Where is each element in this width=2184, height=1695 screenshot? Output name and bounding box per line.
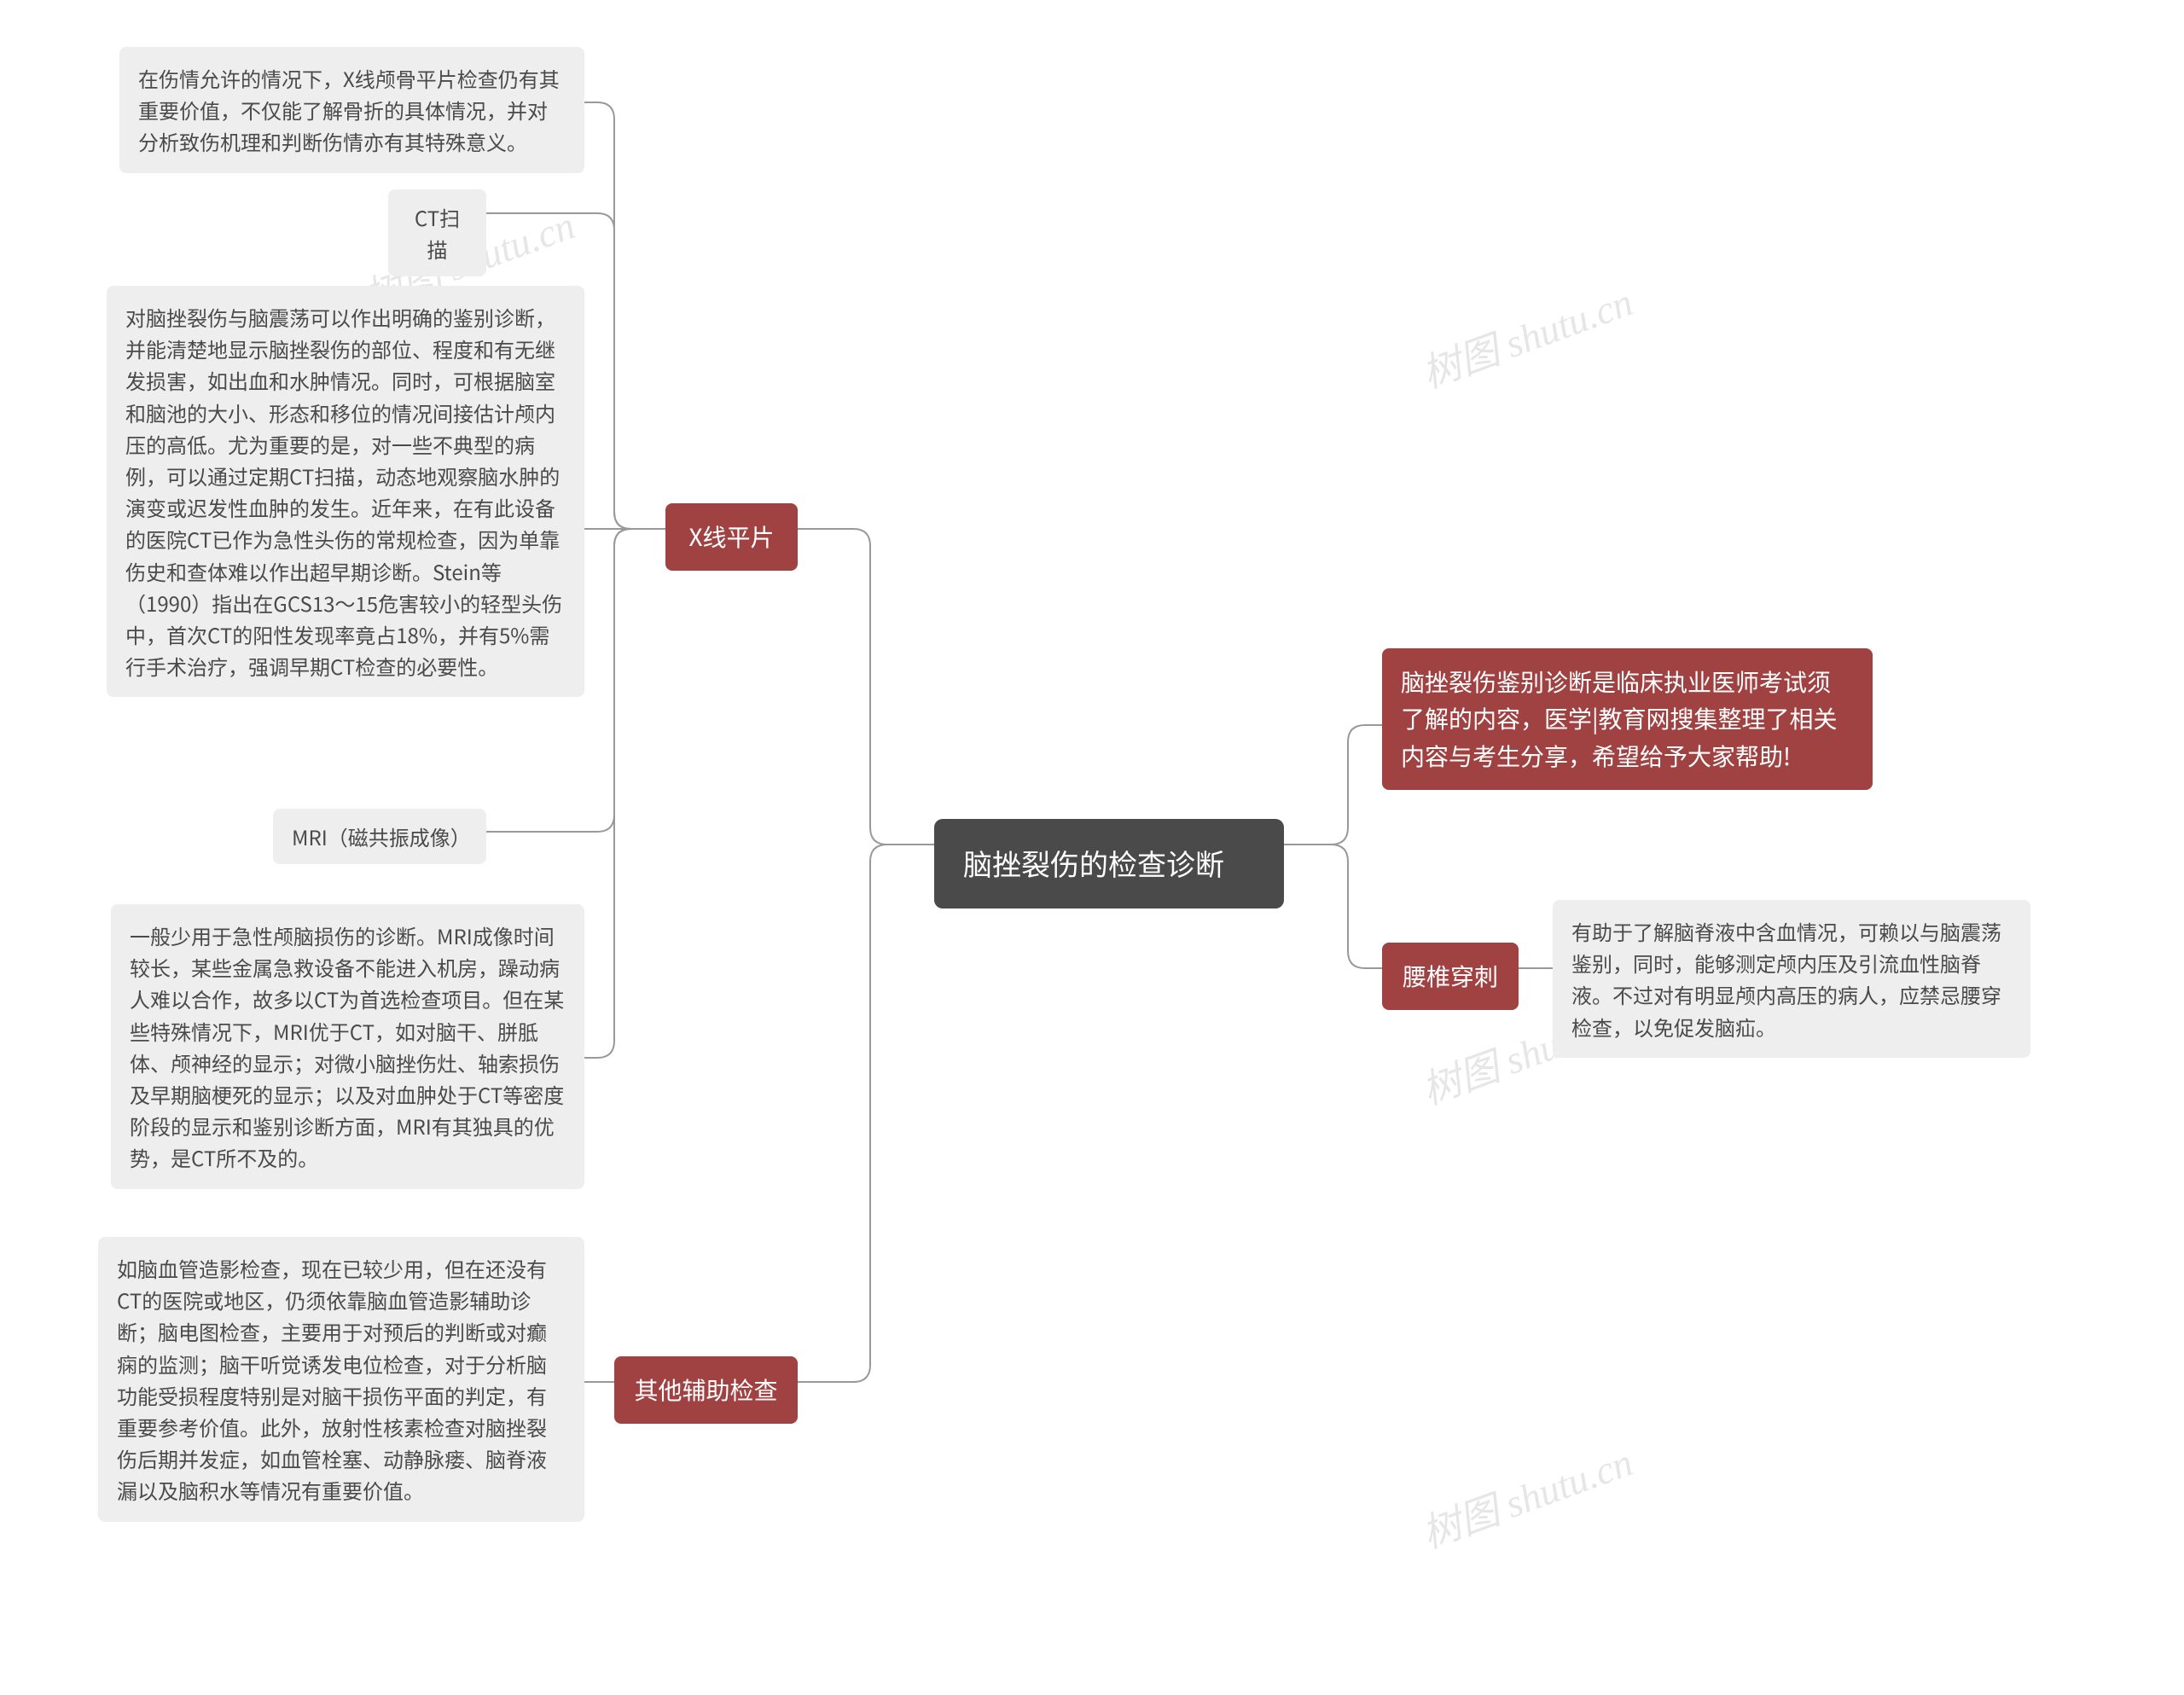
mri-label[interactable]: MRI（磁共振成像） xyxy=(273,809,486,864)
lumbar-desc-text: 有助于了解脑脊液中含血情况，可赖以与脑震荡鉴别，同时，能够测定颅内压及引流血性脑… xyxy=(1571,916,2001,1042)
mri-desc: 一般少用于急性颅脑损伤的诊断。MRI成像时间较长，某些金属急救设备不能进入机房，… xyxy=(111,904,584,1189)
intro-text: 脑挫裂伤鉴别诊断是临床执业医师考试须了解的内容，医学|教育网搜集整理了相关内容与… xyxy=(1401,665,1838,773)
ct-label[interactable]: CT扫描 xyxy=(388,189,486,276)
xray-node[interactable]: X线平片 xyxy=(665,503,798,571)
xray-note-text: 在伤情允许的情况下，X线颅骨平片检查仍有其重要价值，不仅能了解骨折的具体情况，并… xyxy=(138,63,560,156)
xray-note: 在伤情允许的情况下，X线颅骨平片检查仍有其重要价值，不仅能了解骨折的具体情况，并… xyxy=(119,47,584,173)
root-label: 脑挫裂伤的检查诊断 xyxy=(963,842,1224,884)
watermark: 树图 shutu.cn xyxy=(1413,271,1639,399)
mri-desc-text: 一般少用于急性颅脑损伤的诊断。MRI成像时间较长，某些金属急救设备不能进入机房，… xyxy=(130,920,564,1172)
xray-label: X线平片 xyxy=(688,520,774,554)
mri-label-text: MRI（磁共振成像） xyxy=(292,821,471,851)
lumbar-label: 腰椎穿刺 xyxy=(1403,959,1498,993)
lumbar-desc: 有助于了解脑脊液中含血情况，可赖以与脑震荡鉴别，同时，能够测定颅内压及引流血性脑… xyxy=(1553,900,2030,1058)
other-node[interactable]: 其他辅助检查 xyxy=(614,1356,798,1424)
other-desc: 如脑血管造影检查，现在已较少用，但在还没有CT的医院或地区，仍须依靠脑血管造影辅… xyxy=(98,1237,584,1522)
root-node[interactable]: 脑挫裂伤的检查诊断 xyxy=(934,819,1284,908)
other-label: 其他辅助检查 xyxy=(634,1373,777,1407)
ct-desc-text: 对脑挫裂伤与脑震荡可以作出明确的鉴别诊断，并能清楚地显示脑挫裂伤的部位、程度和有… xyxy=(125,302,562,681)
watermark: 树图 shutu.cn xyxy=(1413,1431,1639,1559)
intro-node[interactable]: 脑挫裂伤鉴别诊断是临床执业医师考试须了解的内容，医学|教育网搜集整理了相关内容与… xyxy=(1382,648,1873,790)
ct-label-text: CT扫描 xyxy=(415,202,460,264)
other-desc-text: 如脑血管造影检查，现在已较少用，但在还没有CT的医院或地区，仍须依靠脑血管造影辅… xyxy=(117,1253,547,1505)
lumbar-node[interactable]: 腰椎穿刺 xyxy=(1382,943,1519,1010)
ct-desc: 对脑挫裂伤与脑震荡可以作出明确的鉴别诊断，并能清楚地显示脑挫裂伤的部位、程度和有… xyxy=(107,286,584,697)
